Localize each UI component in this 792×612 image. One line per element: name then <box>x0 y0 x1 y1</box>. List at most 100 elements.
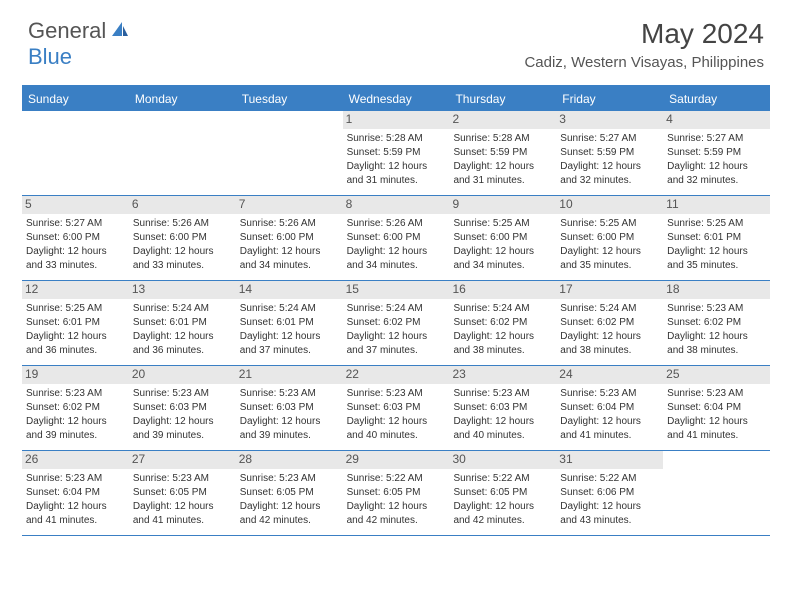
day-number: 21 <box>236 366 343 384</box>
day-sunset: Sunset: 5:59 PM <box>347 146 446 159</box>
day-daylight2: and 38 minutes. <box>667 344 766 357</box>
day-daylight1: Daylight: 12 hours <box>240 245 339 258</box>
day-sunrise: Sunrise: 5:28 AM <box>347 132 446 145</box>
day-sunset: Sunset: 6:04 PM <box>560 401 659 414</box>
day-cell: 6Sunrise: 5:26 AMSunset: 6:00 PMDaylight… <box>129 196 236 280</box>
day-number: 3 <box>556 111 663 129</box>
day-daylight1: Daylight: 12 hours <box>560 160 659 173</box>
day-cell <box>129 111 236 195</box>
day-cell: 27Sunrise: 5:23 AMSunset: 6:05 PMDayligh… <box>129 451 236 535</box>
day-number: 26 <box>22 451 129 469</box>
day-number: 2 <box>449 111 556 129</box>
weekday-tuesday: Tuesday <box>236 87 343 111</box>
day-number: 27 <box>129 451 236 469</box>
day-daylight1: Daylight: 12 hours <box>26 415 125 428</box>
day-number: 15 <box>343 281 450 299</box>
day-daylight2: and 36 minutes. <box>26 344 125 357</box>
day-cell: 24Sunrise: 5:23 AMSunset: 6:04 PMDayligh… <box>556 366 663 450</box>
day-number: 7 <box>236 196 343 214</box>
day-daylight1: Daylight: 12 hours <box>240 415 339 428</box>
day-daylight2: and 42 minutes. <box>240 514 339 527</box>
day-number: 28 <box>236 451 343 469</box>
day-number: 30 <box>449 451 556 469</box>
location-text: Cadiz, Western Visayas, Philippines <box>524 54 764 71</box>
day-sunrise: Sunrise: 5:25 AM <box>453 217 552 230</box>
week-row: 12Sunrise: 5:25 AMSunset: 6:01 PMDayligh… <box>22 281 770 366</box>
weekday-friday: Friday <box>556 87 663 111</box>
day-sunset: Sunset: 6:05 PM <box>453 486 552 499</box>
day-daylight1: Daylight: 12 hours <box>667 330 766 343</box>
day-daylight1: Daylight: 12 hours <box>133 245 232 258</box>
day-cell: 23Sunrise: 5:23 AMSunset: 6:03 PMDayligh… <box>449 366 556 450</box>
day-daylight1: Daylight: 12 hours <box>453 415 552 428</box>
day-number: 12 <box>22 281 129 299</box>
day-number: 9 <box>449 196 556 214</box>
logo-text-blue: Blue <box>28 44 72 69</box>
day-sunrise: Sunrise: 5:24 AM <box>240 302 339 315</box>
logo-sail-icon <box>110 20 130 43</box>
month-title: May 2024 <box>524 18 764 50</box>
day-sunrise: Sunrise: 5:23 AM <box>26 387 125 400</box>
day-sunrise: Sunrise: 5:26 AM <box>133 217 232 230</box>
day-daylight2: and 37 minutes. <box>240 344 339 357</box>
day-cell: 7Sunrise: 5:26 AMSunset: 6:00 PMDaylight… <box>236 196 343 280</box>
day-daylight2: and 33 minutes. <box>133 259 232 272</box>
day-cell: 4Sunrise: 5:27 AMSunset: 5:59 PMDaylight… <box>663 111 770 195</box>
weekday-thursday: Thursday <box>449 87 556 111</box>
day-daylight1: Daylight: 12 hours <box>560 330 659 343</box>
day-sunset: Sunset: 6:02 PM <box>26 401 125 414</box>
day-cell: 16Sunrise: 5:24 AMSunset: 6:02 PMDayligh… <box>449 281 556 365</box>
day-sunrise: Sunrise: 5:23 AM <box>667 387 766 400</box>
day-sunrise: Sunrise: 5:23 AM <box>667 302 766 315</box>
day-daylight1: Daylight: 12 hours <box>667 415 766 428</box>
day-sunset: Sunset: 6:02 PM <box>560 316 659 329</box>
day-sunrise: Sunrise: 5:24 AM <box>453 302 552 315</box>
day-cell: 14Sunrise: 5:24 AMSunset: 6:01 PMDayligh… <box>236 281 343 365</box>
day-sunset: Sunset: 6:00 PM <box>133 231 232 244</box>
day-daylight2: and 38 minutes. <box>560 344 659 357</box>
day-cell: 29Sunrise: 5:22 AMSunset: 6:05 PMDayligh… <box>343 451 450 535</box>
day-sunset: Sunset: 6:02 PM <box>667 316 766 329</box>
day-cell <box>236 111 343 195</box>
day-sunrise: Sunrise: 5:25 AM <box>667 217 766 230</box>
day-daylight1: Daylight: 12 hours <box>667 245 766 258</box>
day-daylight2: and 35 minutes. <box>667 259 766 272</box>
day-number: 4 <box>663 111 770 129</box>
day-sunrise: Sunrise: 5:28 AM <box>453 132 552 145</box>
day-cell <box>663 451 770 535</box>
day-sunrise: Sunrise: 5:26 AM <box>240 217 339 230</box>
day-cell: 18Sunrise: 5:23 AMSunset: 6:02 PMDayligh… <box>663 281 770 365</box>
day-cell: 5Sunrise: 5:27 AMSunset: 6:00 PMDaylight… <box>22 196 129 280</box>
day-sunrise: Sunrise: 5:23 AM <box>240 387 339 400</box>
day-sunset: Sunset: 6:01 PM <box>667 231 766 244</box>
day-daylight1: Daylight: 12 hours <box>453 500 552 513</box>
week-row: 19Sunrise: 5:23 AMSunset: 6:02 PMDayligh… <box>22 366 770 451</box>
day-daylight2: and 42 minutes. <box>453 514 552 527</box>
day-daylight1: Daylight: 12 hours <box>26 330 125 343</box>
weekday-monday: Monday <box>129 87 236 111</box>
day-sunset: Sunset: 5:59 PM <box>453 146 552 159</box>
day-sunset: Sunset: 5:59 PM <box>560 146 659 159</box>
day-sunset: Sunset: 5:59 PM <box>667 146 766 159</box>
weeks-container: 1Sunrise: 5:28 AMSunset: 5:59 PMDaylight… <box>22 111 770 536</box>
day-daylight2: and 39 minutes. <box>240 429 339 442</box>
day-daylight2: and 42 minutes. <box>347 514 446 527</box>
day-daylight2: and 34 minutes. <box>347 259 446 272</box>
day-number: 29 <box>343 451 450 469</box>
day-daylight2: and 32 minutes. <box>560 174 659 187</box>
day-sunrise: Sunrise: 5:24 AM <box>347 302 446 315</box>
day-daylight1: Daylight: 12 hours <box>26 500 125 513</box>
day-sunset: Sunset: 6:04 PM <box>26 486 125 499</box>
day-cell: 15Sunrise: 5:24 AMSunset: 6:02 PMDayligh… <box>343 281 450 365</box>
day-cell: 12Sunrise: 5:25 AMSunset: 6:01 PMDayligh… <box>22 281 129 365</box>
day-sunset: Sunset: 6:02 PM <box>453 316 552 329</box>
day-sunset: Sunset: 6:00 PM <box>26 231 125 244</box>
day-daylight2: and 35 minutes. <box>560 259 659 272</box>
day-daylight1: Daylight: 12 hours <box>560 500 659 513</box>
day-daylight2: and 34 minutes. <box>240 259 339 272</box>
day-sunrise: Sunrise: 5:23 AM <box>560 387 659 400</box>
day-daylight2: and 41 minutes. <box>26 514 125 527</box>
day-daylight1: Daylight: 12 hours <box>453 330 552 343</box>
day-number: 31 <box>556 451 663 469</box>
day-daylight1: Daylight: 12 hours <box>133 330 232 343</box>
